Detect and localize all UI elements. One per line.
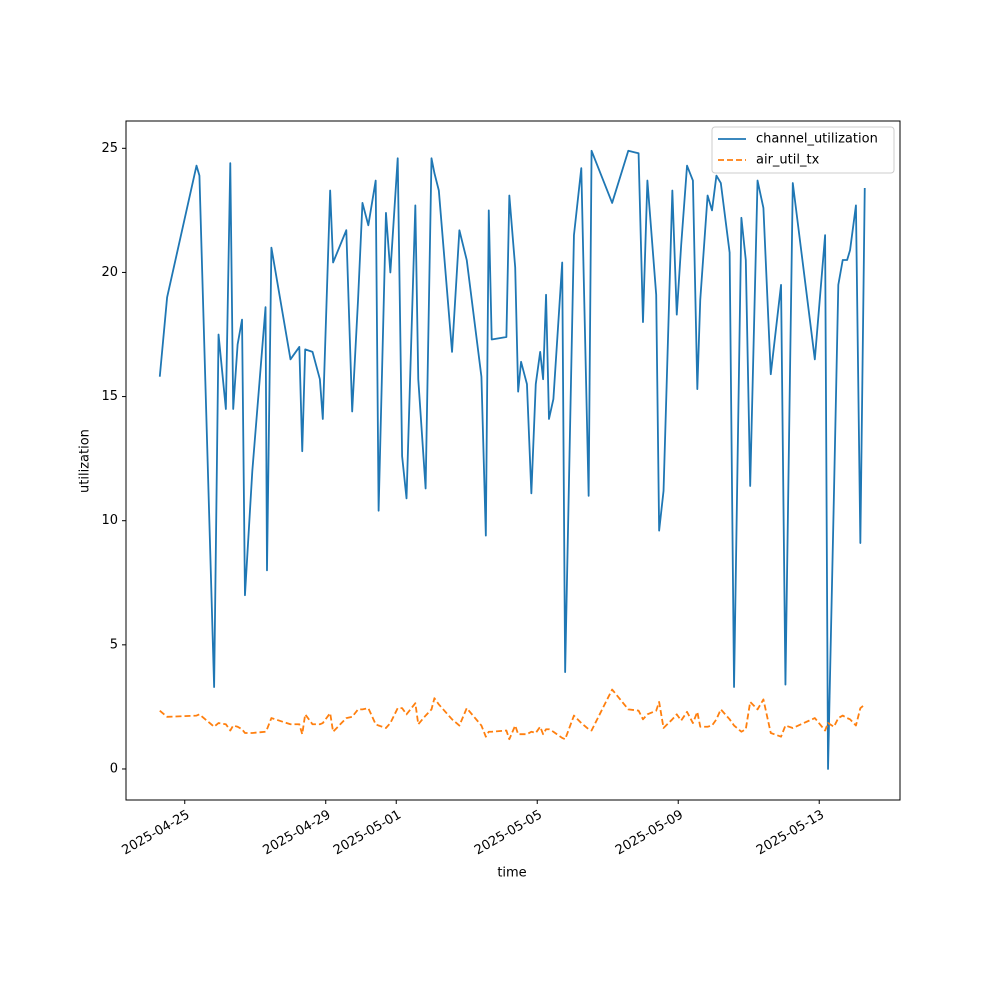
y-tick-label: 25 bbox=[101, 141, 118, 156]
legend-label: air_util_tx bbox=[756, 153, 820, 168]
x-tick-label: 2025-04-25 bbox=[120, 808, 193, 859]
x-tick-label: 2025-05-05 bbox=[472, 808, 545, 859]
y-axis-label: utilization bbox=[78, 429, 93, 493]
y-tick-label: 20 bbox=[101, 265, 118, 280]
y-tick-label: 10 bbox=[101, 513, 118, 528]
series-line bbox=[158, 149, 866, 770]
x-axis-label: time bbox=[497, 866, 526, 881]
y-tick-label: 0 bbox=[110, 761, 118, 776]
x-tick-label: 2025-05-13 bbox=[754, 808, 827, 859]
plot-frame bbox=[125, 120, 901, 801]
y-tick-label: 15 bbox=[101, 389, 118, 404]
x-tick-label: 2025-05-01 bbox=[331, 808, 404, 859]
legend-label: channel_utilization bbox=[756, 132, 878, 147]
legend-box bbox=[711, 126, 895, 174]
series-line bbox=[159, 688, 866, 741]
x-tick-label: 2025-04-29 bbox=[261, 808, 334, 859]
y-tick-label: 5 bbox=[110, 637, 118, 652]
x-tick-label: 2025-05-09 bbox=[613, 808, 686, 859]
